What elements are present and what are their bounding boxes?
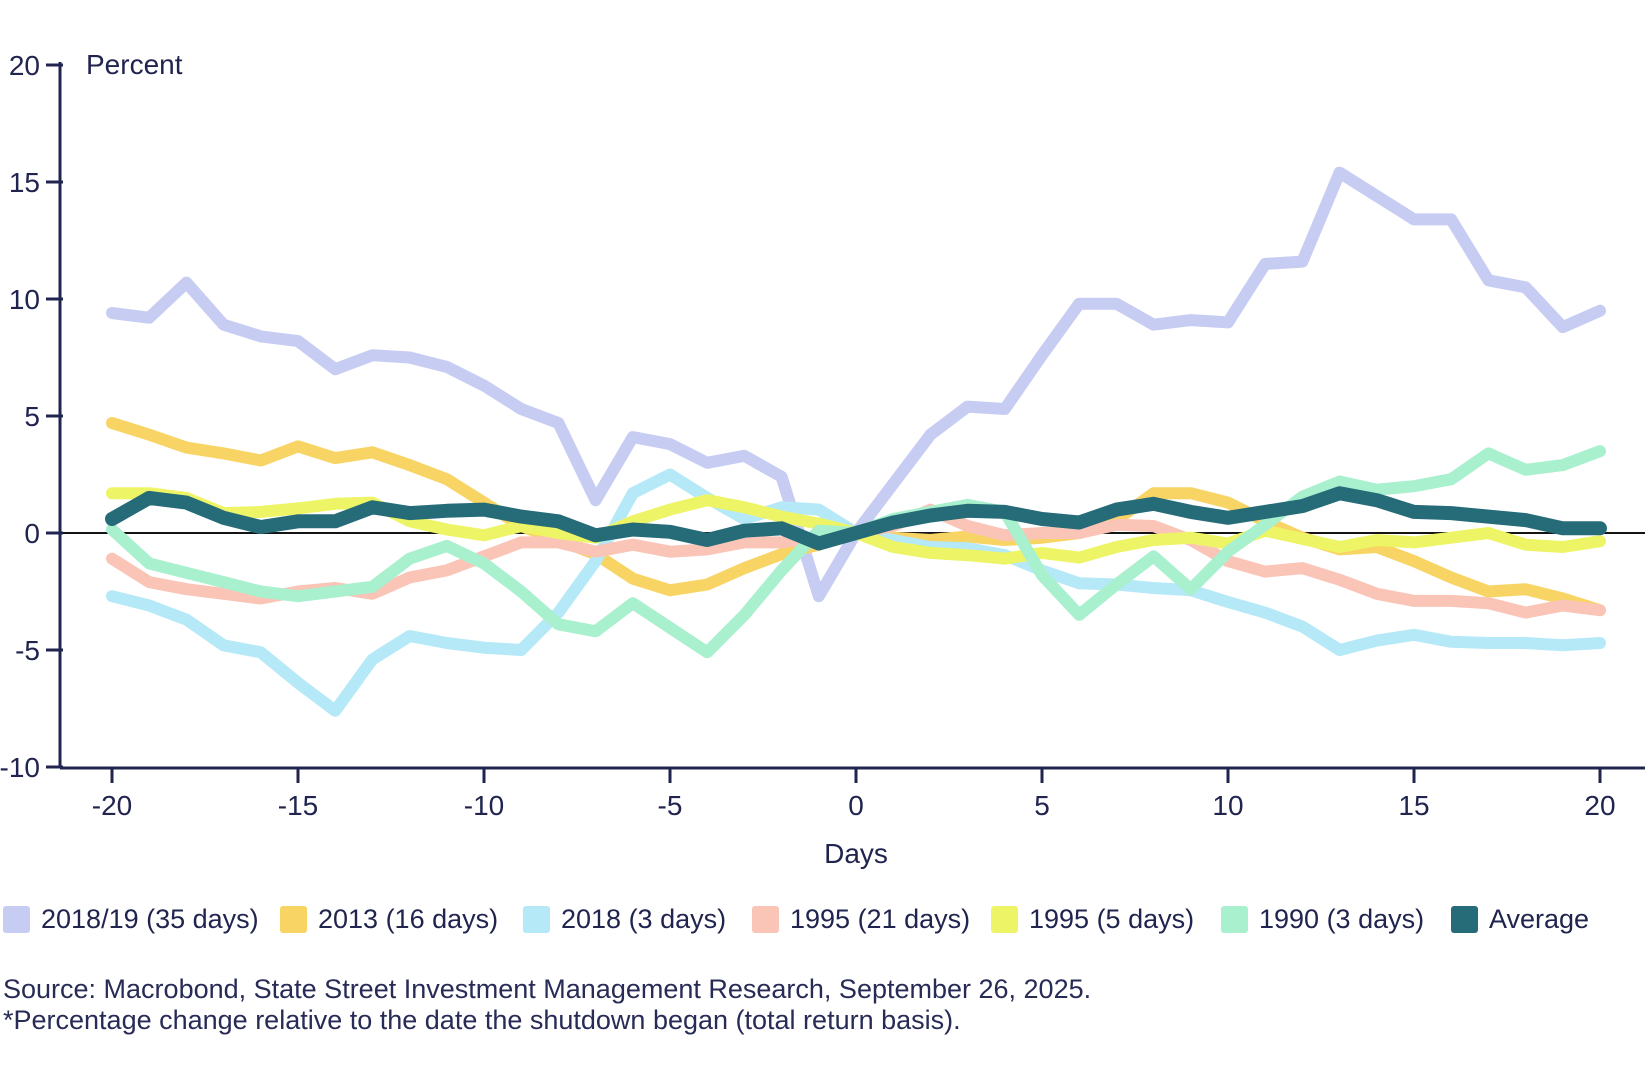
x-tick-label: -5 [658, 790, 683, 821]
legend-label: 1995 (5 days) [1029, 904, 1195, 934]
footnote-text: *Percentage change relative to the date … [3, 1005, 961, 1035]
y-tick-label: 20 [9, 50, 40, 81]
legend-label: 2018/19 (35 days) [41, 904, 259, 934]
series-line-average [105, 486, 1607, 551]
y-tick-label: -5 [15, 635, 40, 666]
x-tick-label: 10 [1212, 790, 1243, 821]
legend-label: 2018 (3 days) [561, 904, 727, 934]
y-axis-title: Percent [86, 49, 183, 80]
legend-swatch [991, 905, 1018, 933]
x-tick-label: -10 [464, 790, 504, 821]
legend-item-2013-16-days-: 2013 (16 days) [280, 905, 498, 933]
legend-item-average: Average [1451, 905, 1589, 933]
legend-swatch [752, 905, 779, 933]
x-tick-label: 20 [1584, 790, 1615, 821]
legend-swatch [523, 905, 550, 933]
legend-label: Average [1489, 904, 1590, 934]
x-tick-label: 0 [848, 790, 864, 821]
y-tick-label: 0 [24, 518, 40, 549]
x-tick-label: -15 [278, 790, 318, 821]
x-tick-label: 15 [1398, 790, 1429, 821]
y-tick-label: -10 [0, 752, 40, 783]
legend-swatch [1221, 905, 1248, 933]
y-tick-label: 10 [9, 284, 40, 315]
y-tick-label: 15 [9, 167, 40, 198]
legend-label: 1995 (21 days) [790, 904, 971, 934]
legend-swatch [280, 905, 307, 933]
legend-item-2018-19-35-days-: 2018/19 (35 days) [3, 905, 259, 933]
legend-label: 1990 (3 days) [1259, 904, 1425, 934]
legend-swatch [3, 905, 30, 933]
x-tick-label: -20 [92, 790, 132, 821]
legend-item-1995-21-days-: 1995 (21 days) [752, 905, 970, 933]
legend-swatch [1451, 905, 1478, 933]
legend-item-2018-3-days-: 2018 (3 days) [523, 905, 726, 933]
legend-item-1995-5-days-: 1995 (5 days) [991, 905, 1194, 933]
x-tick-label: 5 [1034, 790, 1050, 821]
x-axis-title: Days [824, 838, 888, 869]
y-tick-label: 5 [24, 401, 40, 432]
source-text: Source: Macrobond, State Street Investme… [3, 974, 1092, 1004]
legend-label: 2013 (16 days) [318, 904, 499, 934]
legend-item-1990-3-days-: 1990 (3 days) [1221, 905, 1424, 933]
